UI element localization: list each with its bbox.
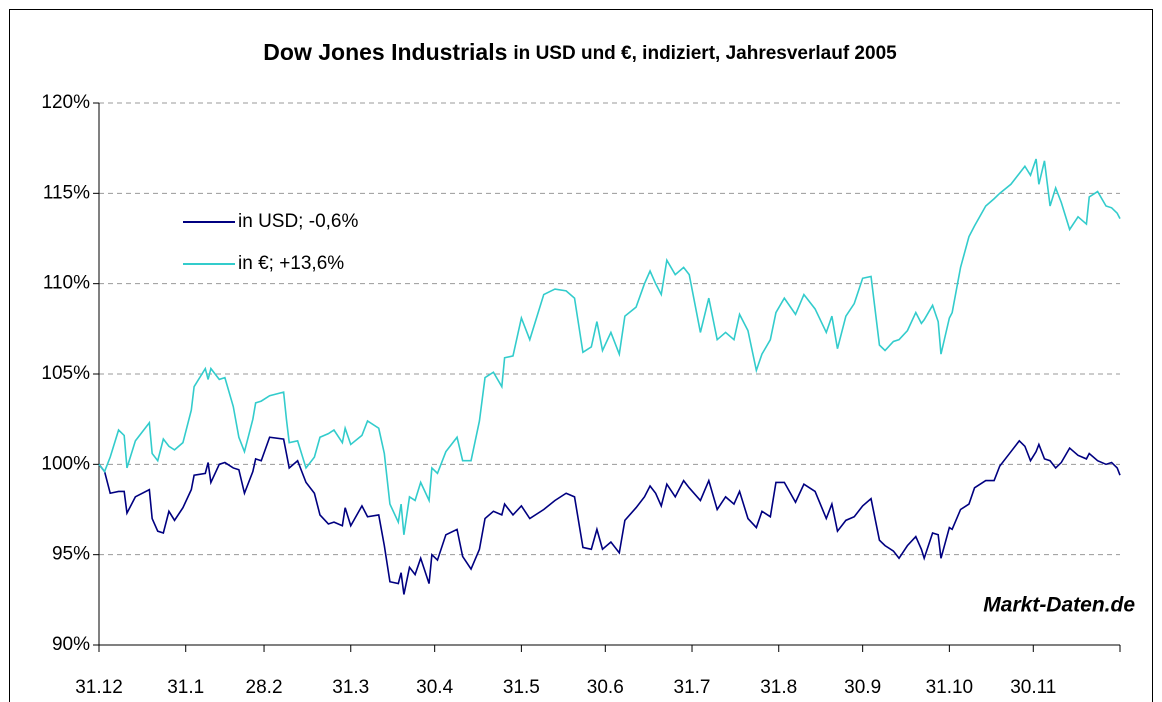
line-series <box>98 436 1121 595</box>
x-tick-label: 30.6 <box>587 677 624 698</box>
chart-title: Dow Jones Industrials in USD und €, indiz… <box>263 39 897 65</box>
legend-label: in USD; -0,6% <box>238 211 358 232</box>
x-tick-label: 31.12 <box>75 677 123 698</box>
y-tick-label: 95% <box>52 544 90 565</box>
x-tick-label: 28.2 <box>246 677 283 698</box>
x-tick-label: 30.4 <box>416 677 453 698</box>
annotation: Markt-Daten.de <box>983 594 1135 617</box>
y-tick-label: 105% <box>41 363 90 384</box>
line-series <box>98 158 1121 535</box>
title: Dow Jones Industrials <box>263 39 507 65</box>
y-tick-label: 100% <box>41 453 90 474</box>
chart-frame <box>9 9 1153 702</box>
y-tick-label: 90% <box>52 634 90 655</box>
x-tick-label: 31.3 <box>332 677 369 698</box>
x-tick-label: 31.7 <box>674 677 711 698</box>
x-tick-label: 31.1 <box>167 677 204 698</box>
y-tick-label: 110% <box>43 273 90 294</box>
legend-label: in €; +13,6% <box>238 253 344 274</box>
subtitle: in USD und €, indiziert, Jahresverlauf 2… <box>513 43 897 64</box>
x-tick-label: 31.8 <box>760 677 797 698</box>
y-tick-label: 115% <box>43 182 90 203</box>
x-tick-label: 31.5 <box>503 677 540 698</box>
x-tick-label: 30.9 <box>844 677 881 698</box>
x-tick-label: 31.10 <box>926 677 974 698</box>
y-tick-label: 120% <box>41 92 90 113</box>
x-tick-label: 30.11 <box>1010 677 1056 698</box>
